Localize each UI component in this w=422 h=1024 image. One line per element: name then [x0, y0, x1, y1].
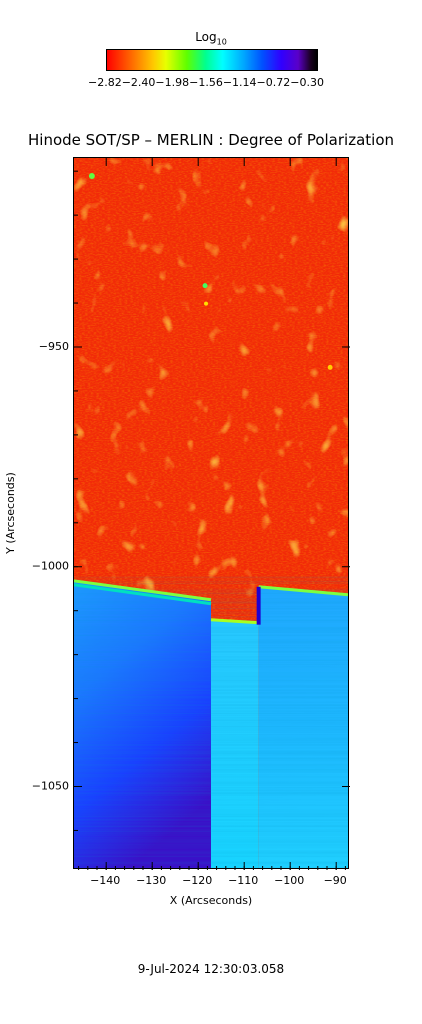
polarization-image — [74, 158, 348, 868]
plot-axes — [74, 158, 350, 870]
scan-stripes — [74, 576, 348, 868]
x-tick-label-5: −90 — [324, 874, 347, 887]
polarization-patch — [202, 283, 208, 289]
polarization-patch — [88, 172, 95, 179]
limb-edge-middle — [210, 618, 259, 625]
colorbar-tick-labels: −2.82−2.40−1.98−1.56−1.14−0.72−0.30 — [88, 76, 324, 89]
x-tick-label-4: −100 — [274, 874, 304, 887]
x-tick-label-2: −120 — [182, 874, 212, 887]
x-tick-label-3: −110 — [228, 874, 258, 887]
y-tick-label-1: −1000 — [32, 560, 69, 573]
plot-area — [73, 157, 350, 870]
y-axis-label: Y (Arcseconds) — [4, 472, 17, 555]
colorbar — [106, 49, 318, 71]
polarization-patch — [327, 364, 333, 370]
limb-edge-left — [74, 579, 212, 602]
chart-title: Hinode SOT/SP – MERLIN : Degree of Polar… — [28, 131, 394, 149]
limb-edge-left-inner — [74, 583, 212, 606]
slit-edge — [256, 586, 261, 625]
colorbar-label: Log10 — [195, 30, 227, 47]
x-tick-labels: −140 −130 −120 −110 −100 −90 — [90, 874, 347, 887]
polarization-patch — [204, 301, 209, 306]
y-tick-label-2: −1050 — [32, 779, 69, 792]
timestamp: 9-Jul-2024 12:30:03.058 — [137, 962, 285, 976]
y-tick-labels: −950 −1000 −1050 — [32, 340, 69, 793]
y-tick-label-0: −950 — [39, 340, 69, 353]
limb-edge-right — [258, 585, 348, 597]
x-tick-label-0: −140 — [90, 874, 120, 887]
x-axis-label: X (Arcseconds) — [170, 894, 252, 907]
noise-texture — [74, 158, 348, 627]
x-tick-label-1: −130 — [136, 874, 166, 887]
